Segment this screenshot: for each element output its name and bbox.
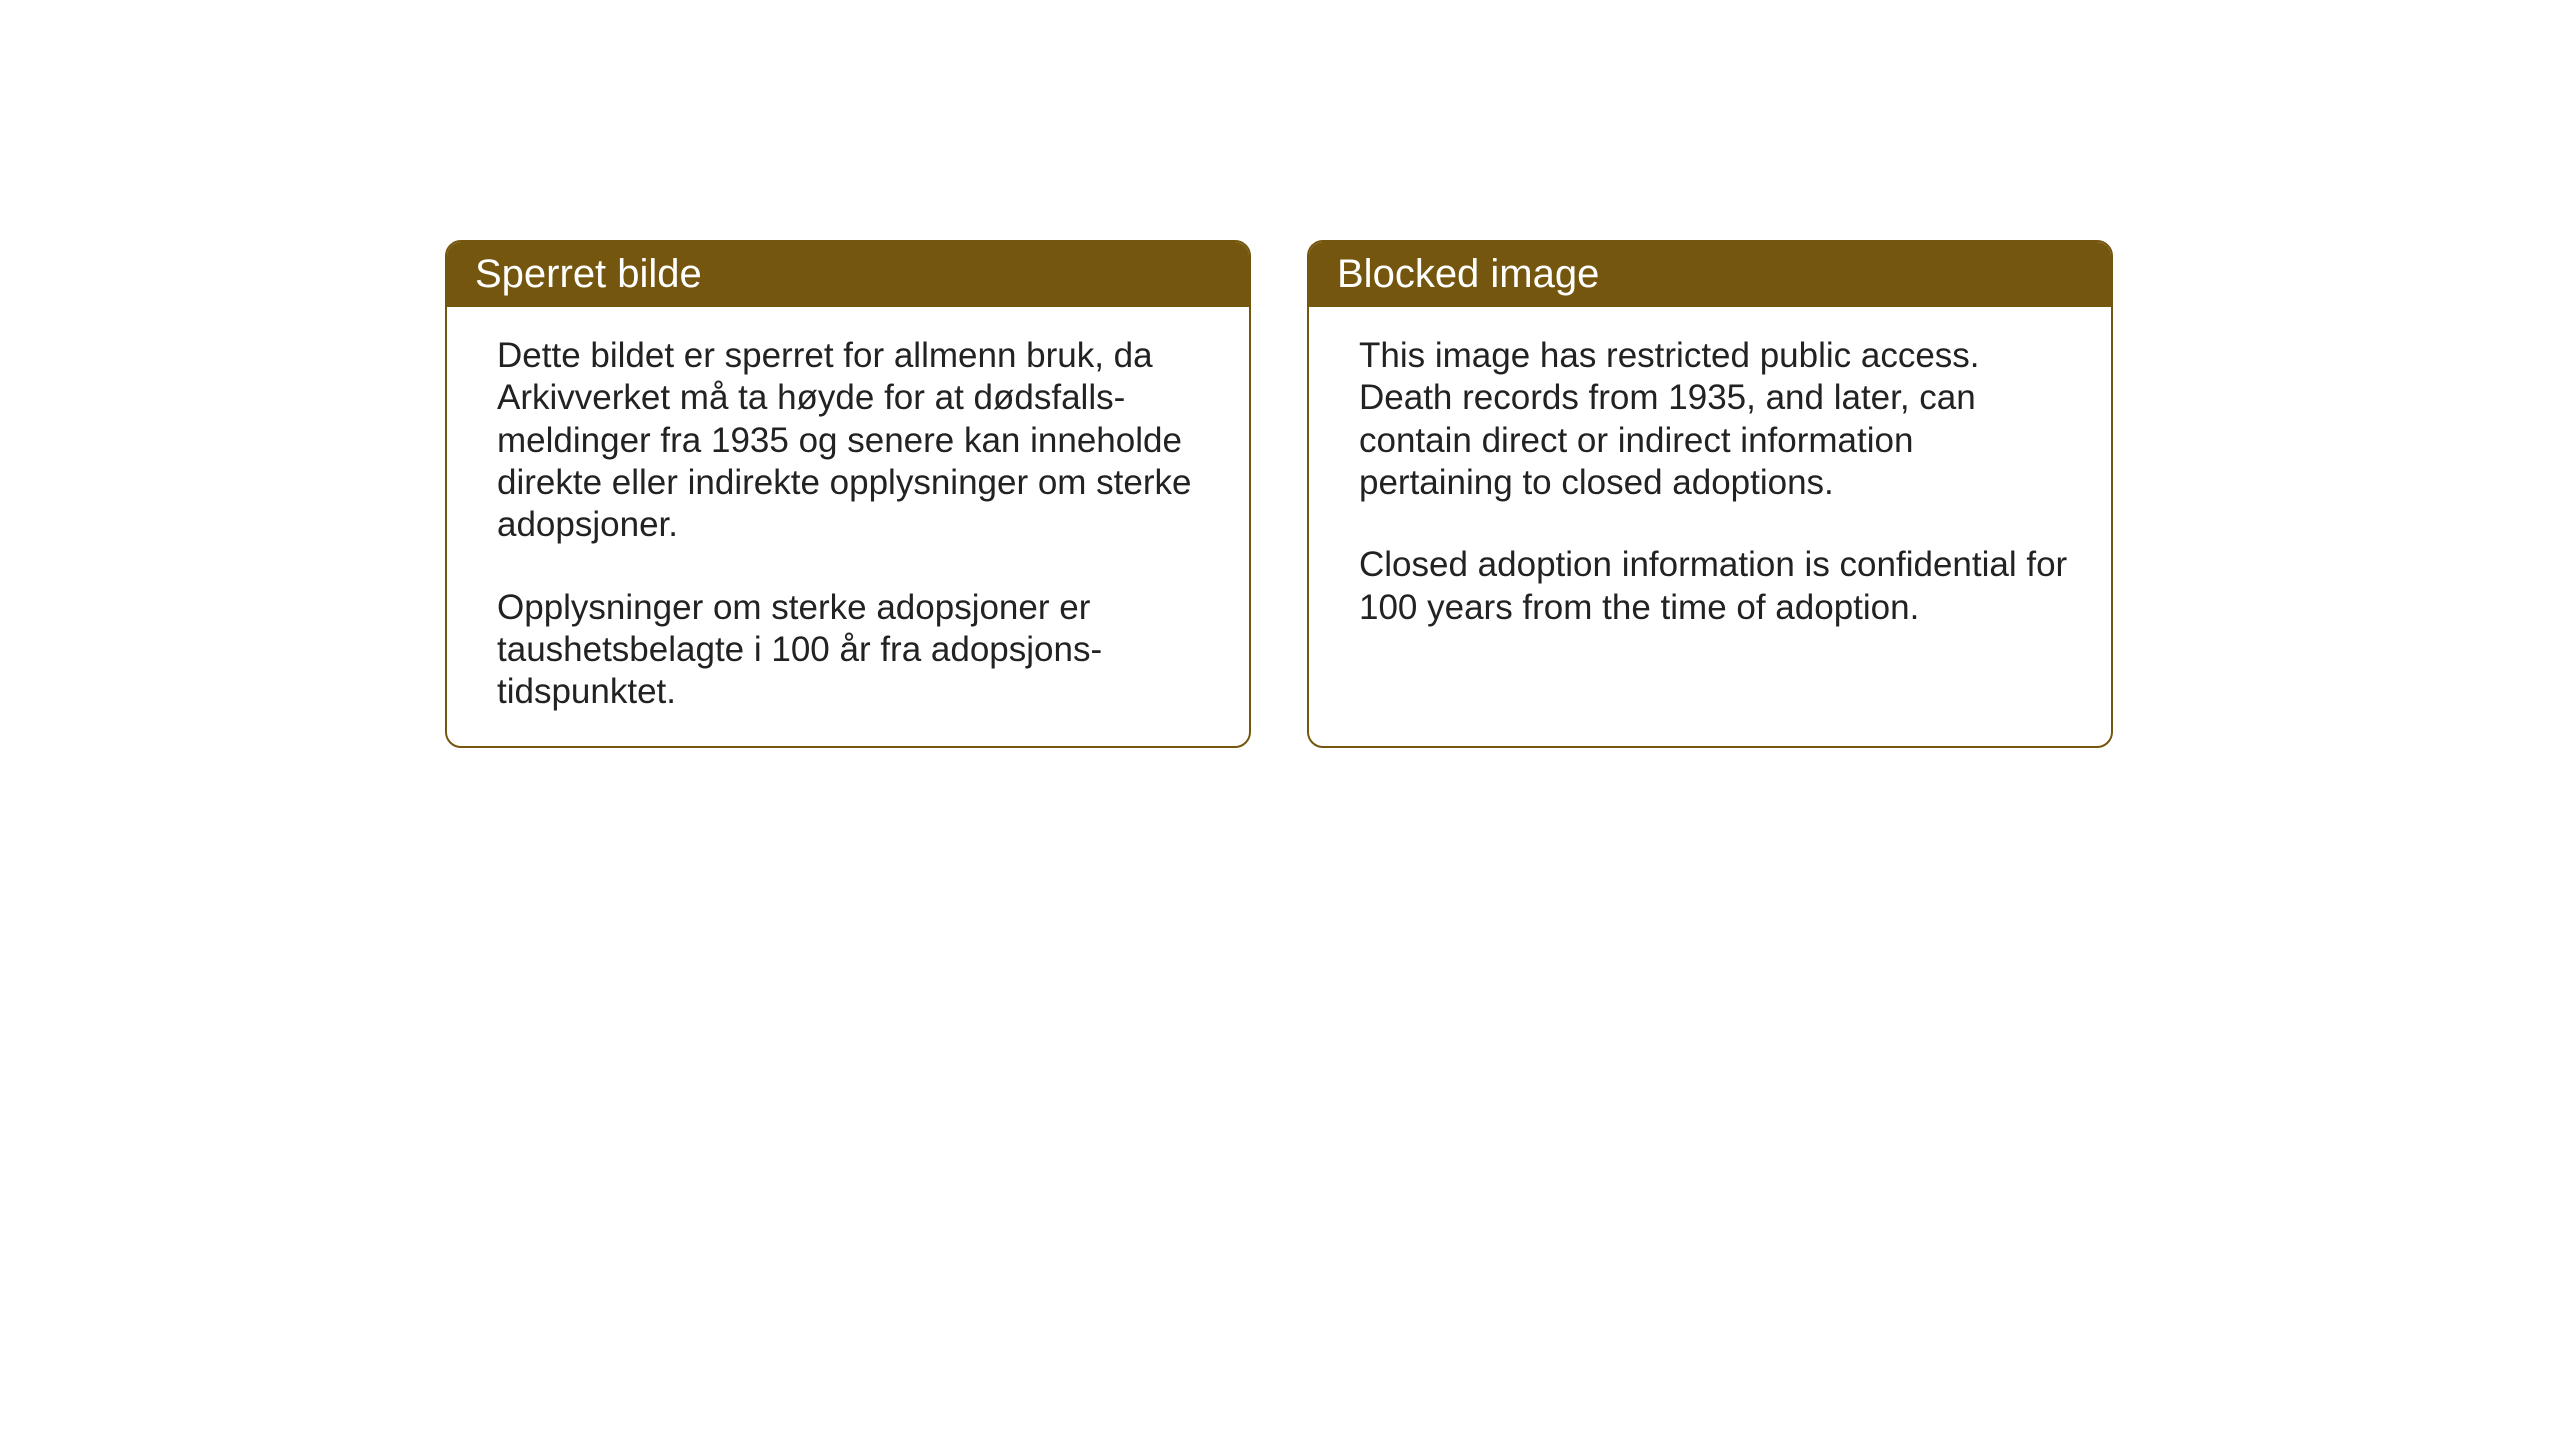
card-header-norwegian: Sperret bilde <box>447 242 1249 307</box>
card-paragraph1-norwegian: Dette bildet er sperret for allmenn bruk… <box>497 335 1211 547</box>
card-paragraph2-norwegian: Opplysninger om sterke adopsjoner er tau… <box>497 587 1211 714</box>
card-paragraph2-english: Closed adoption information is confident… <box>1359 544 2073 629</box>
notice-cards-container: Sperret bilde Dette bildet er sperret fo… <box>445 240 2113 748</box>
card-paragraph1-english: This image has restricted public access.… <box>1359 335 2073 504</box>
card-title-english: Blocked image <box>1337 252 1599 296</box>
notice-card-english: Blocked image This image has restricted … <box>1307 240 2113 748</box>
card-body-norwegian: Dette bildet er sperret for allmenn bruk… <box>447 307 1249 742</box>
card-title-norwegian: Sperret bilde <box>475 252 702 296</box>
card-header-english: Blocked image <box>1309 242 2111 307</box>
notice-card-norwegian: Sperret bilde Dette bildet er sperret fo… <box>445 240 1251 748</box>
card-body-english: This image has restricted public access.… <box>1309 307 2111 657</box>
